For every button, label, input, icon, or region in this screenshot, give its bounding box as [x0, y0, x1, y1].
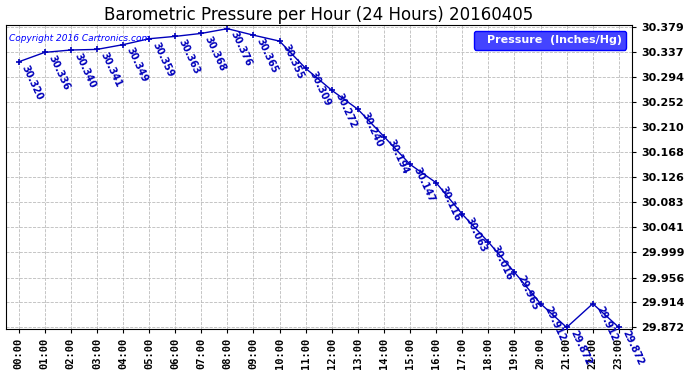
Legend: Pressure  (Inches/Hg): Pressure (Inches/Hg) [473, 31, 627, 50]
Text: 30.341: 30.341 [98, 51, 124, 89]
Text: 30.309: 30.309 [307, 70, 332, 108]
Text: 30.376: 30.376 [229, 30, 254, 68]
Text: 30.349: 30.349 [124, 46, 149, 84]
Text: 30.240: 30.240 [359, 111, 384, 149]
Text: Copyright 2016 Cartronics.com: Copyright 2016 Cartronics.com [9, 34, 150, 43]
Text: 30.340: 30.340 [72, 51, 97, 90]
Text: 30.365: 30.365 [255, 37, 279, 75]
Title: Barometric Pressure per Hour (24 Hours) 20160405: Barometric Pressure per Hour (24 Hours) … [104, 6, 533, 24]
Text: 30.116: 30.116 [437, 184, 462, 222]
Text: 29.872: 29.872 [568, 329, 593, 367]
Text: 29.912: 29.912 [542, 305, 567, 343]
Text: 30.016: 30.016 [490, 243, 515, 282]
Text: 29.965: 29.965 [516, 274, 541, 312]
Text: 30.272: 30.272 [333, 92, 358, 130]
Text: 30.336: 30.336 [46, 54, 71, 92]
Text: 30.363: 30.363 [177, 38, 201, 76]
Text: 29.872: 29.872 [620, 329, 645, 367]
Text: 30.355: 30.355 [281, 42, 306, 81]
Text: 30.320: 30.320 [20, 63, 45, 102]
Text: 29.912: 29.912 [594, 305, 619, 343]
Text: 30.359: 30.359 [150, 40, 175, 78]
Text: 30.063: 30.063 [464, 216, 489, 254]
Text: 30.194: 30.194 [386, 138, 411, 176]
Text: 30.147: 30.147 [411, 166, 436, 204]
Text: 30.368: 30.368 [203, 35, 228, 73]
